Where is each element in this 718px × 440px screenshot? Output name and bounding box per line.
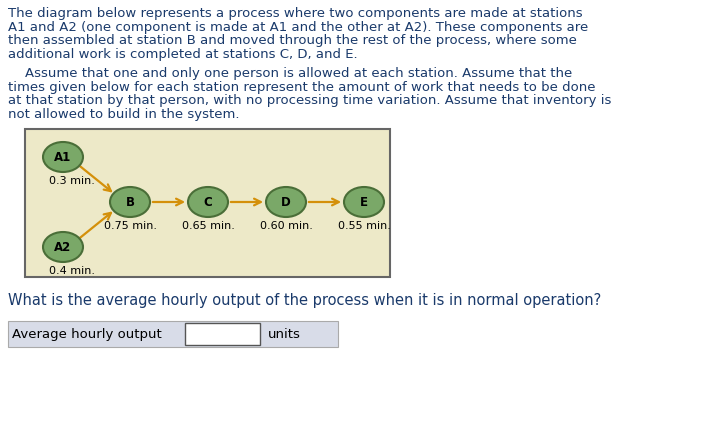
Text: 0.75 min.: 0.75 min. bbox=[103, 221, 157, 231]
Bar bbox=[8, 321, 338, 347]
Ellipse shape bbox=[266, 187, 306, 217]
Text: not allowed to build in the system.: not allowed to build in the system. bbox=[8, 107, 240, 121]
Text: Average hourly output: Average hourly output bbox=[12, 327, 162, 341]
Ellipse shape bbox=[43, 232, 83, 262]
Text: D: D bbox=[281, 195, 291, 209]
Text: A2: A2 bbox=[55, 241, 72, 253]
Text: A1: A1 bbox=[55, 150, 72, 164]
Text: at that station by that person, with no processing time variation. Assume that i: at that station by that person, with no … bbox=[8, 94, 611, 107]
Bar bbox=[25, 129, 390, 277]
Bar bbox=[185, 323, 260, 345]
Text: times given below for each station represent the amount of work that needs to be: times given below for each station repre… bbox=[8, 81, 595, 94]
Text: 0.65 min.: 0.65 min. bbox=[182, 221, 235, 231]
Text: What is the average hourly output of the process when it is in normal operation?: What is the average hourly output of the… bbox=[8, 293, 601, 308]
Text: B: B bbox=[126, 195, 134, 209]
Text: 0.60 min.: 0.60 min. bbox=[260, 221, 312, 231]
Ellipse shape bbox=[43, 142, 83, 172]
Text: A1 and A2 (one component is made at A1 and the other at A2). These components ar: A1 and A2 (one component is made at A1 a… bbox=[8, 21, 588, 33]
Text: The diagram below represents a process where two components are made at stations: The diagram below represents a process w… bbox=[8, 7, 582, 20]
Text: units: units bbox=[268, 327, 301, 341]
Ellipse shape bbox=[110, 187, 150, 217]
Text: Assume that one and only one person is allowed at each station. Assume that the: Assume that one and only one person is a… bbox=[8, 67, 572, 80]
Ellipse shape bbox=[344, 187, 384, 217]
Text: 0.3 min.: 0.3 min. bbox=[49, 176, 95, 186]
Text: C: C bbox=[204, 195, 213, 209]
Ellipse shape bbox=[188, 187, 228, 217]
Text: 0.4 min.: 0.4 min. bbox=[49, 266, 95, 276]
Text: additional work is completed at stations C, D, and E.: additional work is completed at stations… bbox=[8, 48, 358, 61]
Text: then assembled at station B and moved through the rest of the process, where som: then assembled at station B and moved th… bbox=[8, 34, 577, 47]
Text: E: E bbox=[360, 195, 368, 209]
Text: 0.55 min.: 0.55 min. bbox=[337, 221, 391, 231]
